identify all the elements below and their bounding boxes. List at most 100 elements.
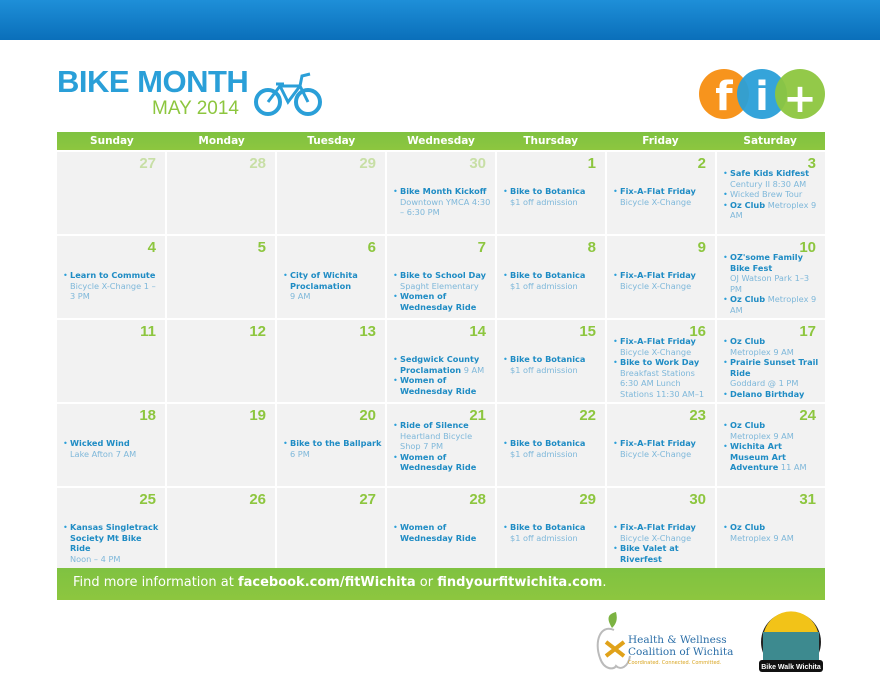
event-title: Bike Valet at Riverfest <box>620 543 679 564</box>
event-title: Bike to Botanica <box>510 522 586 532</box>
event-title: Women of Wednesday Ride <box>400 522 477 543</box>
event-item: Bike to Botanica$1 off admission <box>503 354 603 375</box>
day-cell: 28 <box>167 152 275 234</box>
event-item: Bike to Botanica$1 off admission <box>503 186 603 207</box>
weekday-friday: Friday <box>642 135 679 147</box>
event-item: Women of Wednesday Ride <box>393 375 493 396</box>
event-title: Oz Club <box>730 294 766 305</box>
event-title: Sedgwick County Proclamation <box>400 354 480 375</box>
day-number: 8 <box>587 239 596 256</box>
day-cell: 29 <box>277 152 385 234</box>
event-item: Women of Wednesday Ride <box>393 291 493 312</box>
footer-or: or <box>415 575 438 590</box>
weekday-saturday: Saturday <box>743 135 797 147</box>
event-item: Kansas Singletrack Society Mt Bike RideN… <box>63 522 163 564</box>
svg-text:i: i <box>755 74 769 120</box>
event-title: Fix-A-Flat Friday <box>620 186 696 196</box>
event-item: Oz Club Metroplex 9 AM <box>723 200 823 221</box>
event-detail: 9 AM <box>463 364 485 375</box>
event-detail: $1 off admission <box>510 196 578 207</box>
facebook-link[interactable]: facebook.com/fitWichita <box>237 575 416 590</box>
event-detail: Metroplex 9 AM <box>730 430 794 441</box>
day-number: 30 <box>469 155 486 172</box>
event-title: Fix-A-Flat Friday <box>620 336 696 346</box>
day-number: 22 <box>579 407 596 424</box>
event-item: Bike to Botanica$1 off admission <box>503 438 603 459</box>
day-cell: 27 <box>277 488 385 570</box>
event-title: Delano Birthday Party <box>730 388 805 402</box>
event-detail: Century II 8:30 AM <box>730 178 807 189</box>
event-list: Bike to Botanica$1 off admission <box>503 522 603 543</box>
event-title: Wichita Art Museum Art Adventure <box>730 441 786 473</box>
day-cell: 14 Sedgwick County Proclamation 9 AMWomen… <box>387 320 495 402</box>
day-number: 14 <box>469 323 486 340</box>
event-item: Women of Wednesday Ride <box>393 522 493 543</box>
event-detail: Metroplex 9 AM <box>730 532 794 543</box>
fit-logo: f i + <box>699 69 825 120</box>
bww-name: Bike Walk Wichita <box>761 664 821 671</box>
event-detail: $1 off admission <box>510 532 578 543</box>
event-title: City of Wichita Proclamation <box>290 270 358 291</box>
event-title: Women of Wednesday Ride <box>400 291 477 312</box>
event-detail: Bicycle X-Change 1 – 3 PM <box>70 280 156 302</box>
event-list: Bike to Botanica$1 off admission <box>503 354 603 375</box>
footer-period: . <box>602 575 607 590</box>
day-number: 20 <box>359 407 376 424</box>
event-detail: $1 off admission <box>510 280 578 291</box>
event-title: Ride of Silence <box>400 420 469 430</box>
event-title: Oz Club <box>730 420 766 430</box>
event-title: Oz Club <box>730 199 766 210</box>
hwc-tagline: Coordinated. Connected. Committed. <box>628 660 722 666</box>
event-detail: 1 – 6 PM <box>730 316 815 318</box>
day-cell: 8 Bike to Botanica$1 off admission <box>497 236 605 318</box>
day-number: 25 <box>139 491 156 508</box>
svg-text:f: f <box>715 74 733 120</box>
event-detail: Bicycle X-Change <box>620 280 692 291</box>
event-title: Wicked Wind <box>70 438 130 448</box>
event-title: Prairie Sunset Trail Ride <box>730 357 819 378</box>
event-title: Fix-A-Flat Friday <box>620 270 696 280</box>
event-title: Bike to Botanica <box>510 270 586 280</box>
event-list: Kansas Singletrack Society Mt Bike RideN… <box>63 522 163 564</box>
day-number: 27 <box>139 155 156 172</box>
day-number: 30 <box>689 491 706 508</box>
website-link[interactable]: findyourfitwichita.com <box>437 575 603 590</box>
event-detail: Downtown YMCA 4:30 – 6:30 PM <box>400 196 491 218</box>
event-detail: Metroplex 9 AM <box>730 199 817 221</box>
weekday-sunday: Sunday <box>90 135 134 147</box>
footer-text: Find more information at <box>73 575 238 590</box>
event-title: Women of Wednesday Ride <box>400 451 477 473</box>
event-item: Bike Valet at Riverfest <box>613 543 713 564</box>
event-title: Learn to Commute <box>70 270 156 280</box>
